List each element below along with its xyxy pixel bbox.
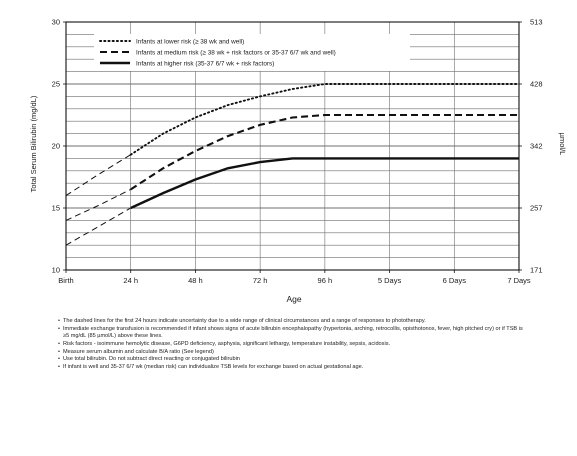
x-tick-label: 7 Days xyxy=(507,276,531,285)
legend-label: Infants at lower risk (≥ 38 wk and well) xyxy=(136,38,244,45)
y-tick-label: 15 xyxy=(52,204,60,213)
x-axis-label: Age xyxy=(286,294,301,304)
y-tick-label: 25 xyxy=(52,80,60,89)
footnote-item: Use total bilirubin. Do not subtract dir… xyxy=(58,356,528,363)
y-tick-label: 30 xyxy=(52,18,60,27)
legend-label: Infants at higher risk (35-37 6/7 wk + r… xyxy=(136,60,274,67)
x-tick-label: 5 Days xyxy=(378,276,402,285)
legend: Infants at lower risk (≥ 38 wk and well)… xyxy=(94,34,410,71)
right-y-tick-label: 171 xyxy=(530,266,543,275)
footnote-item: Immediate exchange transfusion is recomm… xyxy=(58,326,528,340)
right-y-tick-label: 257 xyxy=(530,204,543,213)
series-lines xyxy=(66,84,519,245)
footnote-list: The dashed lines for the first 24 hours … xyxy=(58,318,528,372)
series-uncertainty-line xyxy=(66,189,131,220)
footnote-item: The dashed lines for the first 24 hours … xyxy=(58,318,528,325)
y-tick-label: 10 xyxy=(52,266,60,275)
y-tick-label: 20 xyxy=(52,142,60,151)
x-tick-label: 48 h xyxy=(188,276,203,285)
right-y-tick-label: 342 xyxy=(530,142,543,151)
x-tick-label: 6 Days xyxy=(443,276,467,285)
series-uncertainty-line xyxy=(66,155,131,196)
footnote-item: Measure serum albumin and calculate B/A … xyxy=(58,349,528,356)
right-y-tick-label: 428 xyxy=(530,80,543,89)
legend-label: Infants at medium risk (≥ 38 wk + risk f… xyxy=(136,49,336,56)
footnote-item: If infant is well and 35-37 6/7 wk (medi… xyxy=(58,364,528,371)
footnote-item: Risk factors - isoimmune hemolytic disea… xyxy=(58,341,528,348)
x-tick-label: 24 h xyxy=(123,276,138,285)
right-y-axis-label: µmol/L xyxy=(558,133,567,156)
series-uncertainty-line xyxy=(66,208,131,245)
x-tick-label: 72 h xyxy=(253,276,268,285)
x-tick-label: Birth xyxy=(58,276,73,285)
right-y-tick-label: 513 xyxy=(530,18,543,27)
x-tick-label: 96 h xyxy=(318,276,333,285)
y-axis-label: Total Serum Bilirubin (mg/dL) xyxy=(29,95,38,192)
